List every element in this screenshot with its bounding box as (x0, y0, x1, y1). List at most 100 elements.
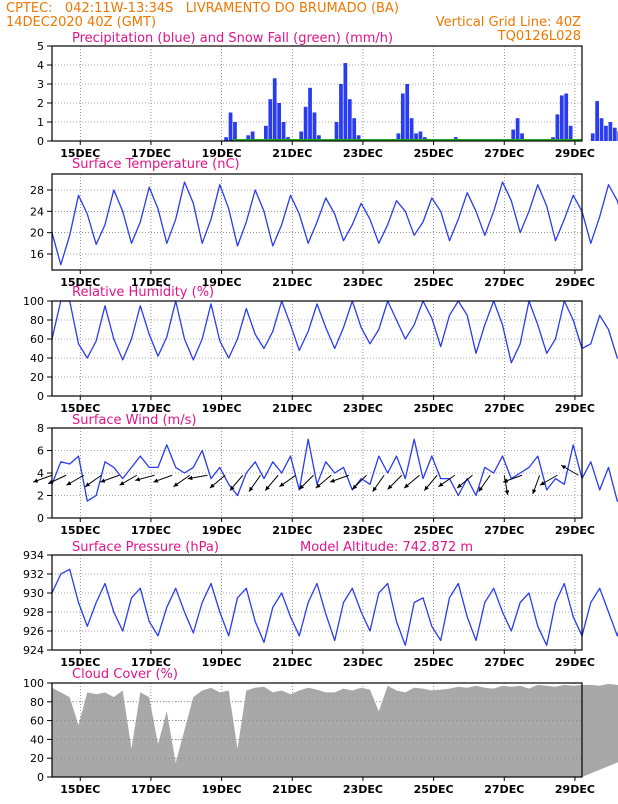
precip-bar (608, 122, 613, 141)
panel-title: Relative Humidity (%) (72, 285, 214, 300)
y-tick-label: 930 (23, 587, 44, 600)
x-tick-label: 27DEC (484, 783, 524, 796)
precip-bar (272, 78, 277, 141)
panel-title: Surface Pressure (hPa) (72, 540, 219, 555)
x-tick-label: 23DEC (343, 147, 383, 160)
y-tick-label: 6 (37, 445, 44, 458)
wind-arrow-head (209, 483, 215, 489)
x-tick-label: 27DEC (484, 524, 524, 537)
wind-arrow-head (135, 477, 141, 482)
y-tick-label: 5 (37, 40, 44, 53)
y-tick-label: 1 (37, 116, 44, 129)
y-tick-label: 24 (30, 205, 44, 218)
precip-bar (356, 135, 361, 141)
x-tick-label: 17DEC (131, 524, 171, 537)
x-tick-label: 17DEC (131, 147, 171, 160)
precip-bar (555, 114, 560, 141)
panel-rh: Relative Humidity (%) 0 20 40 60 80 100 15DEC 17… (23, 285, 618, 415)
x-tick-label: 23DEC (343, 276, 383, 289)
y-tick-label: 924 (23, 644, 44, 657)
y-tick-label: 4 (37, 467, 44, 480)
x-tick-label: 19DEC (202, 147, 242, 160)
x-tick-label: 29DEC (555, 783, 595, 796)
x-tick-label: 25DEC (414, 402, 454, 415)
wind-arrow-head (153, 478, 159, 483)
x-tick-label: 15DEC (60, 783, 100, 796)
x-tick-label: 19DEC (202, 402, 242, 415)
y-tick-label: 3 (37, 78, 44, 91)
x-tick-label: 25DEC (414, 524, 454, 537)
x-tick-label: 21DEC (272, 276, 312, 289)
wind-arrow-head (248, 486, 254, 492)
panel-title: Precipitation (blue) and Snow Fall (gree… (72, 31, 393, 46)
precip-bar (268, 99, 273, 141)
y-tick-label: 100 (23, 677, 44, 690)
panel-frame (51, 427, 583, 519)
wind-arrow-head (438, 482, 444, 487)
y-tick-label: 4 (37, 59, 44, 72)
precip-bar (409, 118, 414, 141)
precip-bar (303, 106, 308, 141)
precip-bar (559, 95, 564, 141)
precip-bar (564, 93, 569, 141)
precip-bar (590, 133, 595, 141)
panel-pressure: Surface Pressure (hPa) Model Altitude: 74… (23, 540, 618, 669)
wind-arrow-head (330, 478, 335, 483)
y-tick-label: 0 (37, 135, 44, 148)
precip-bar (281, 122, 286, 141)
precip-bar (595, 101, 600, 141)
precip-bar (308, 87, 312, 141)
y-tick-label: 20 (30, 752, 44, 765)
precip-bar (250, 131, 255, 141)
precip-bar (233, 122, 237, 141)
y-tick-label: 0 (37, 390, 44, 403)
precip-bar (414, 133, 418, 141)
y-tick-label: 932 (23, 568, 44, 581)
rh-series-line (51, 300, 618, 364)
panel-title: Cloud Cover (%) (72, 667, 178, 682)
panel-frame (51, 682, 583, 778)
x-tick-label: 29DEC (555, 524, 595, 537)
precip-bar (352, 118, 357, 141)
y-tick-label: 0 (37, 512, 44, 525)
x-tick-label: 21DEC (272, 783, 312, 796)
x-tick-label: 29DEC (555, 656, 595, 669)
y-tick-label: 40 (30, 733, 44, 746)
x-tick-label: 15DEC (60, 402, 100, 415)
precip-bar (599, 118, 604, 141)
y-tick-label: 28 (30, 184, 44, 197)
panel-frame (51, 45, 583, 142)
precip-bar (400, 93, 405, 141)
x-tick-label: 17DEC (131, 656, 171, 669)
header-date-line: 14DEC2020 40Z (GMT) (6, 15, 156, 30)
wind-arrow-head (503, 478, 509, 483)
wind-arrow-head (457, 483, 462, 489)
y-tick-label: 928 (23, 606, 44, 619)
wind-arrow-head (173, 482, 179, 487)
wind-arrow-head (352, 484, 358, 490)
precip-bar (312, 112, 317, 141)
panel-frame (51, 300, 583, 397)
y-tick-label: 60 (30, 715, 44, 728)
precip-bar (246, 135, 251, 141)
y-tick-label: 2 (37, 490, 44, 503)
wind-arrow-head (66, 481, 72, 486)
precip-bar (612, 127, 617, 141)
precip-bar (224, 137, 229, 141)
precip-bar (604, 125, 608, 141)
precip-bar (277, 103, 282, 141)
precip-bar (347, 99, 352, 141)
panel-precip: Precipitation (blue) and Snow Fall (gree… (37, 31, 618, 160)
x-tick-label: 15DEC (60, 147, 100, 160)
wind-arrow-head (315, 483, 321, 489)
x-tick-label: 25DEC (414, 656, 454, 669)
x-tick-label: 29DEC (555, 402, 595, 415)
x-tick-label: 19DEC (202, 524, 242, 537)
wind-arrow-head (119, 481, 125, 486)
cloud-cover-area (52, 683, 618, 777)
panel-frame (51, 173, 583, 271)
x-tick-label: 21DEC (272, 524, 312, 537)
pressure-series-line (51, 568, 618, 646)
precip-bar (405, 84, 410, 141)
